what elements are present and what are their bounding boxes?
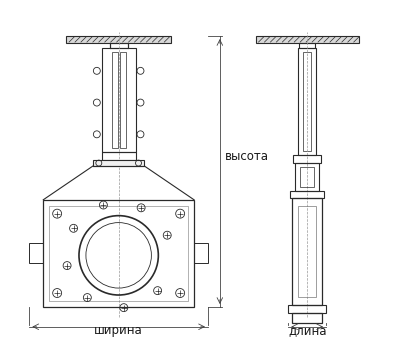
Bar: [110, 43, 128, 48]
Bar: [299, 43, 315, 48]
Bar: [194, 244, 208, 263]
Bar: [49, 206, 188, 301]
Bar: [292, 313, 322, 323]
Bar: [290, 191, 324, 198]
Bar: [256, 36, 359, 43]
Text: высота: высота: [225, 150, 269, 163]
Bar: [292, 198, 322, 305]
Bar: [112, 52, 118, 148]
Bar: [293, 155, 321, 163]
Text: длина: длина: [288, 324, 326, 337]
Bar: [29, 244, 43, 263]
Bar: [43, 200, 194, 307]
Bar: [120, 52, 126, 148]
Bar: [300, 167, 314, 187]
Bar: [298, 48, 316, 155]
Bar: [66, 36, 171, 43]
Bar: [102, 48, 136, 152]
Bar: [288, 305, 326, 313]
Bar: [303, 52, 311, 151]
Text: ширина: ширина: [94, 324, 143, 337]
Bar: [295, 163, 319, 191]
Bar: [102, 152, 136, 160]
Bar: [93, 160, 144, 166]
Bar: [298, 206, 316, 297]
